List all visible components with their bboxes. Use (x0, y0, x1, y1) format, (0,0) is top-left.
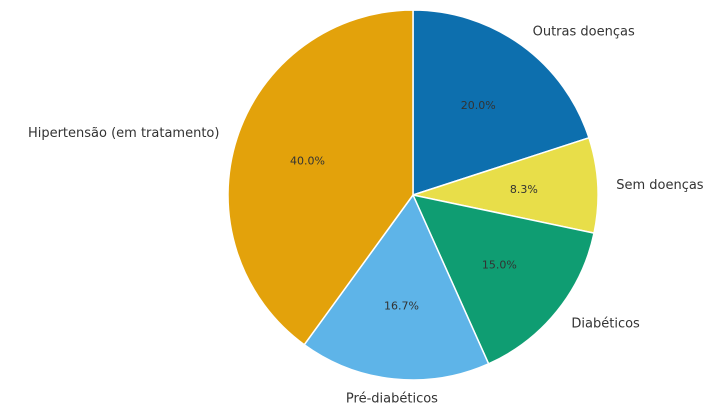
slice-diabeticos (411, 193, 595, 365)
pct-label-sem-doencas: 8.3% (510, 183, 538, 196)
category-label-hipertensao-em-tratamento: Hipertensão (em tratamento) (28, 126, 220, 141)
category-label-sem-doencas: Sem doenças (616, 178, 704, 193)
category-label-pre-diabeticos: Pré-diabéticos (346, 391, 438, 403)
slices-layer (227, 9, 599, 381)
slice-pre-diabeticos (303, 193, 490, 381)
slice-hipertensao-em-tratamento (227, 9, 414, 346)
category-labels-layer: Outras doenças Sem doenças Diabéticos Pré-d… (28, 24, 704, 406)
category-label-diabeticos: Diabéticos (571, 317, 640, 332)
pct-labels-layer: 20.0% 8.3% 15.0% 16.7% 40.0% (290, 99, 538, 312)
category-label-outras-doencas: Outras doenças (533, 24, 635, 39)
pct-label-diabeticos: 15.0% (482, 259, 517, 272)
pct-label-outras-doencas: 20.0% (461, 99, 496, 112)
slice-outras-doencas (412, 9, 590, 197)
slice-sem-doencas (410, 136, 599, 234)
pct-label-pre-diabeticos: 16.7% (384, 299, 419, 312)
pct-label-hipertensao-em-tratamento: 40.0% (290, 155, 325, 168)
